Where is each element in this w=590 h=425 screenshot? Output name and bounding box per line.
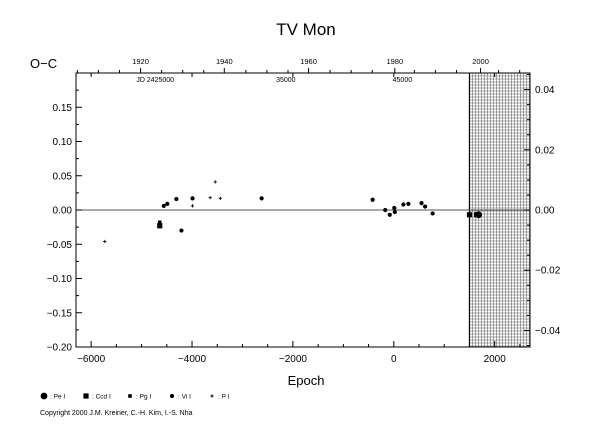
- legend-marker: [169, 393, 175, 399]
- legend-marker: [40, 392, 48, 400]
- x-tick-label: −2000: [279, 354, 308, 365]
- data-point-p: [103, 239, 107, 244]
- x-axis-label: Epoch: [288, 373, 325, 388]
- data-point-ccd: [157, 223, 163, 229]
- y-axis-label: O−C: [30, 56, 57, 71]
- data-point-pg: [157, 220, 162, 225]
- x-tick-label: −4000: [178, 354, 207, 365]
- legend-label: : P I: [218, 394, 230, 401]
- data-point-vi: [259, 196, 264, 201]
- right-y-tick-label: −0.02: [535, 266, 561, 277]
- data-point-vi: [161, 203, 166, 208]
- year-tick-label: 1960: [300, 57, 317, 66]
- x-tick-label: 0: [391, 354, 397, 365]
- data-point-vi: [392, 209, 397, 215]
- legend-marker: [83, 393, 89, 399]
- y-tick-label: −0.05: [47, 240, 73, 251]
- data-point-vi: [387, 212, 392, 217]
- data-point-vi: [165, 201, 170, 206]
- axes: −6000 −4000 −2000 0 2000 −0.20 −0.15 −0.10 −0.05…: [47, 57, 561, 365]
- y-tick-label: −0.20: [47, 343, 73, 354]
- data-point-vi: [422, 204, 428, 209]
- data-point-vi: [190, 196, 195, 201]
- y-tick-label: −0.15: [47, 308, 73, 319]
- legend-label: : Ccd I: [92, 394, 111, 401]
- y-tick-label: 0.00: [53, 206, 73, 217]
- data-point-vi: [419, 201, 424, 206]
- data-point-p: [213, 180, 217, 184]
- data-points: [103, 180, 482, 244]
- right-y-tick-label: 0.04: [535, 85, 555, 96]
- data-point-p: [218, 196, 222, 200]
- right-y-tick-label: 0.02: [535, 145, 555, 156]
- data-point-vi: [179, 228, 184, 233]
- jd-label: JD 2425000: [136, 77, 174, 84]
- data-point-vi: [406, 201, 411, 206]
- legend-label: : Vi I: [178, 394, 191, 401]
- data-point-vi: [370, 197, 375, 202]
- jd-label: 45000: [393, 77, 413, 84]
- data-point-p: [190, 204, 195, 208]
- y-tick-label: 0.15: [53, 103, 73, 114]
- legend-marker: [210, 394, 214, 398]
- legend-label: : Pg I: [136, 394, 151, 401]
- data-point-vi: [383, 207, 388, 213]
- year-tick-label: 1920: [132, 57, 149, 66]
- right-y-tick-label: −0.04: [535, 326, 561, 337]
- x-tick-label: 2000: [484, 354, 507, 365]
- data-point-vi: [392, 205, 397, 211]
- legend-label: : Pe I: [50, 394, 65, 401]
- chart-title: TV Mon: [276, 20, 336, 39]
- y-tick-label: 0.10: [53, 137, 73, 148]
- year-tick-label: 1980: [386, 57, 403, 66]
- legend: : Pe I : Ccd I : Pg I : Vi I : P I: [40, 392, 230, 401]
- year-tick-label: 2000: [472, 57, 489, 66]
- legend-marker: [128, 394, 132, 398]
- right-y-tick-label: 0.00: [535, 206, 555, 217]
- data-point-vi: [174, 196, 179, 202]
- y-tick-label: −0.10: [47, 274, 73, 285]
- data-point-vi: [401, 202, 406, 207]
- data-point-vi: [430, 211, 435, 216]
- year-tick-label: 1940: [216, 57, 233, 66]
- copyright-text: Copyright 2000 J.M. Kreiner, C.-H. Kim, …: [40, 410, 193, 417]
- x-tick-label: −6000: [77, 354, 106, 365]
- jd-label: 35000: [276, 77, 296, 84]
- data-point-p: [208, 196, 212, 200]
- data-point-ccd: [473, 212, 480, 218]
- data-point-ccd: [466, 212, 473, 218]
- y-tick-label: 0.05: [53, 171, 73, 182]
